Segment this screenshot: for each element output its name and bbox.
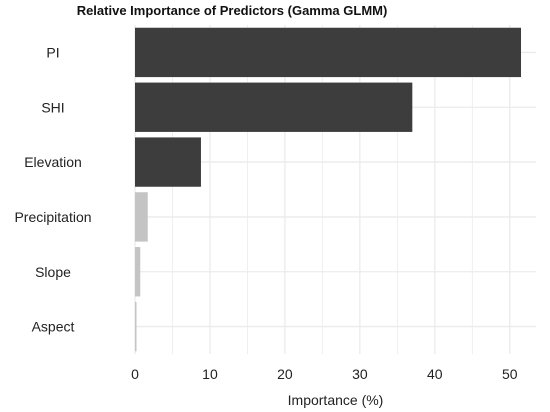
category-label-precipitation: Precipitation (14, 209, 91, 225)
category-label-shi: SHI (41, 99, 64, 115)
bar-elevation (135, 137, 201, 187)
bar-shi (135, 82, 413, 132)
category-label-aspect: Aspect (32, 319, 75, 335)
x-tick-label: 50 (502, 366, 518, 382)
bar-aspect (135, 301, 137, 352)
chart-title: Relative Importance of Predictors (Gamma… (76, 3, 388, 18)
x-tick-label: 0 (131, 366, 139, 382)
x-tick-label: 20 (277, 366, 293, 382)
x-tick-label: 40 (427, 366, 443, 382)
category-label-elevation: Elevation (24, 154, 82, 170)
bar-pi (135, 27, 522, 78)
x-tick-label: 30 (352, 366, 368, 382)
x-tick-label: 10 (202, 366, 218, 382)
category-label-slope: Slope (35, 264, 71, 280)
bar-precipitation (135, 192, 148, 242)
x-axis-title: Importance (%) (288, 392, 384, 408)
bar-slope (135, 247, 141, 297)
category-label-pi: PI (46, 44, 59, 60)
